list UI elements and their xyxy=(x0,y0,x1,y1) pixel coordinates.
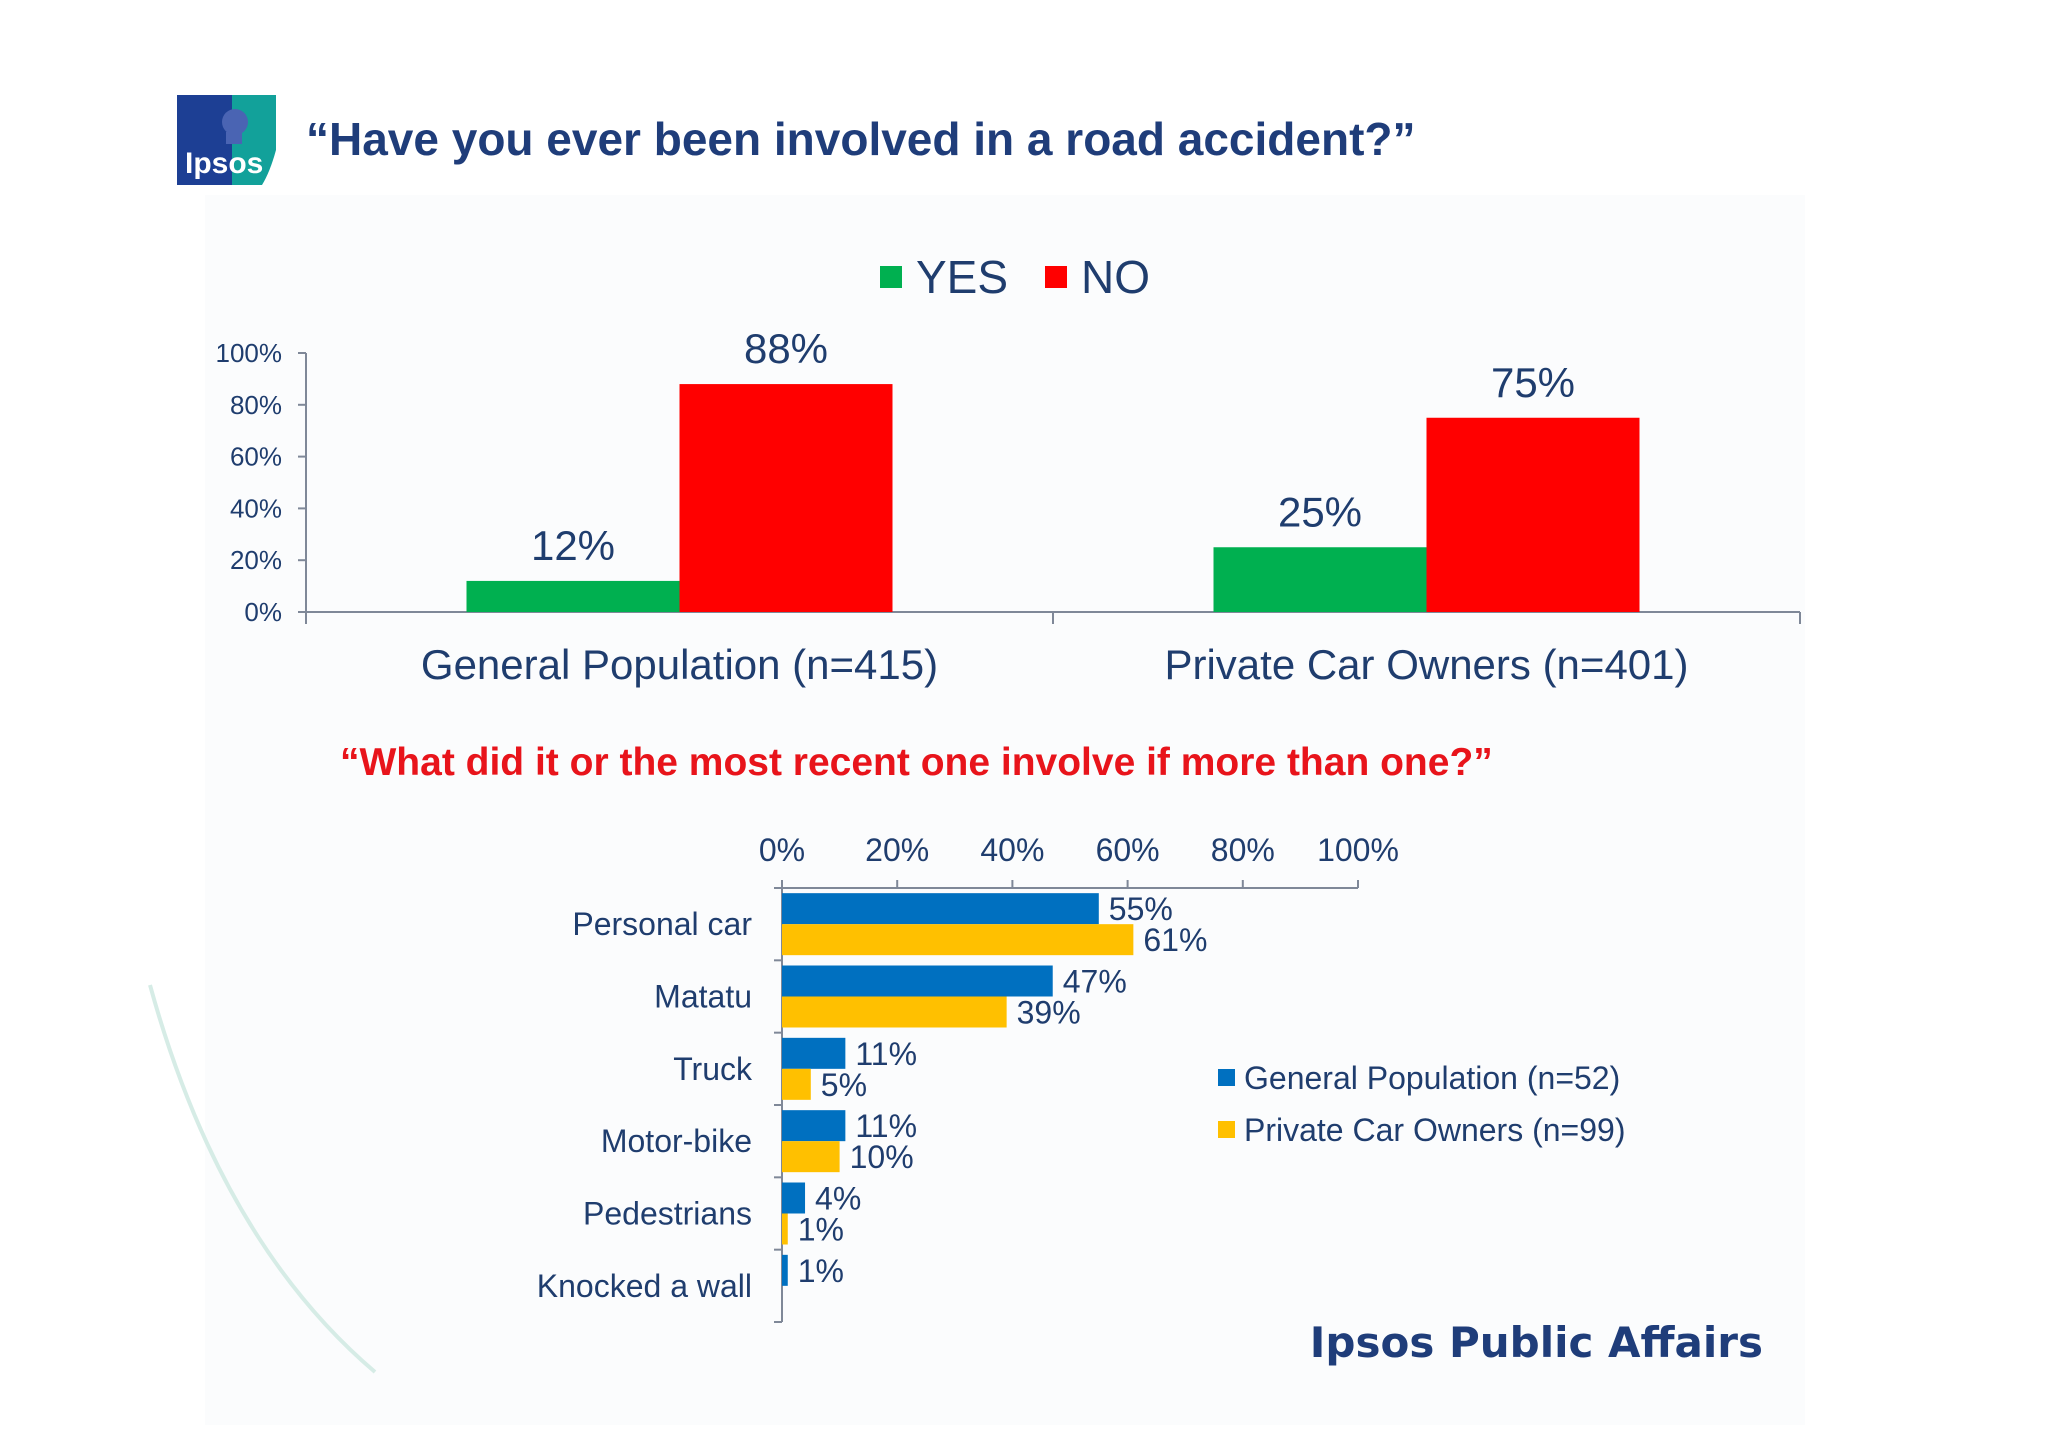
legend-swatch-no xyxy=(1045,266,1067,288)
bar-value-label: 11% xyxy=(855,1108,917,1144)
bar-value-label: 11% xyxy=(855,1036,917,1072)
bar-value-label: 61% xyxy=(1143,922,1207,958)
bar-yes xyxy=(466,580,680,612)
y-tick-label: 20% xyxy=(230,545,282,575)
ipsos-logo: Ipsos xyxy=(177,95,276,185)
x-tick-label: 40% xyxy=(980,832,1044,868)
logo-blue-panel xyxy=(177,95,232,185)
logo-text: Ipsos xyxy=(185,147,263,180)
bar-private-car-owners xyxy=(782,1068,811,1100)
x-tick-label: 100% xyxy=(1317,832,1399,868)
bar-no xyxy=(679,384,893,612)
bar-value-label: 25% xyxy=(1278,488,1362,535)
bar-yes xyxy=(1213,547,1427,612)
bar-value-label: 47% xyxy=(1063,964,1127,1000)
bar-general-population xyxy=(782,1182,806,1214)
y-category-label: Motor-bike xyxy=(601,1123,752,1159)
bar-value-label: 5% xyxy=(821,1067,867,1103)
bar-private-car-owners xyxy=(782,996,1007,1028)
y-tick-label: 0% xyxy=(244,597,282,627)
legend-swatch-general-population xyxy=(1218,1069,1235,1086)
bar-private-car-owners xyxy=(782,1141,840,1173)
y-category-label: Knocked a wall xyxy=(537,1268,752,1304)
bar-general-population xyxy=(782,965,1053,997)
bar-private-car-owners xyxy=(782,924,1134,956)
x-tick-label: 80% xyxy=(1211,832,1275,868)
bar-value-label: 75% xyxy=(1491,359,1575,406)
bar-general-population xyxy=(782,1037,846,1069)
y-tick-label: 80% xyxy=(230,390,282,420)
legend-label-no: NO xyxy=(1081,251,1150,303)
y-category-label: Personal car xyxy=(572,906,752,942)
bar-general-population xyxy=(782,1254,788,1286)
page-title: “Have you ever been involved in a road a… xyxy=(306,113,1415,165)
bar-value-label: 4% xyxy=(815,1181,861,1217)
footer-brand: Ipsos Public Affairs xyxy=(1310,1318,1763,1367)
legend-swatch-private-car-owners xyxy=(1218,1121,1235,1138)
legend-label-private-car-owners: Private Car Owners (n=99) xyxy=(1244,1112,1625,1148)
bar-value-label: 10% xyxy=(850,1139,914,1175)
decorative-arc xyxy=(148,984,377,1374)
bar-no xyxy=(1426,417,1640,612)
x-tick-label: 0% xyxy=(759,832,805,868)
legend-label-yes: YES xyxy=(916,251,1008,303)
x-tick-label: 20% xyxy=(865,832,929,868)
bar-value-label: 55% xyxy=(1109,891,1173,927)
bar-value-label: 1% xyxy=(798,1253,844,1289)
x-category-label: General Population (n=415) xyxy=(421,641,938,688)
y-category-label: Pedestrians xyxy=(583,1196,752,1232)
legend-swatch-yes xyxy=(880,266,902,288)
x-tick-label: 60% xyxy=(1096,832,1160,868)
bar-value-label: 39% xyxy=(1017,995,1081,1031)
bar-value-label: 88% xyxy=(744,325,828,372)
logo-head-icon xyxy=(222,109,248,144)
y-category-label: Truck xyxy=(673,1051,753,1087)
y-tick-label: 60% xyxy=(230,442,282,472)
bar-value-label: 1% xyxy=(798,1212,844,1248)
bar-value-label: 12% xyxy=(531,522,615,569)
legend-label-general-population: General Population (n=52) xyxy=(1244,1060,1620,1096)
chart-area-background xyxy=(205,195,1805,1425)
y-tick-label: 40% xyxy=(230,493,282,523)
bar-general-population xyxy=(782,1110,846,1142)
second-question-title: “What did it or the most recent one invo… xyxy=(340,741,1493,784)
y-tick-label: 100% xyxy=(216,338,283,368)
bar-private-car-owners xyxy=(782,1213,788,1245)
x-category-label: Private Car Owners (n=401) xyxy=(1164,641,1688,688)
bar-general-population xyxy=(782,893,1099,925)
accident-involvement-chart: 0% 20% 40% 60% 80% 100% General Population (n=… xyxy=(216,251,1801,688)
y-category-label: Matatu xyxy=(654,979,752,1015)
accident-type-chart: 0% 20% 40% 60% 80% 100% Personal car 55%61% Mata… xyxy=(537,832,1625,1323)
